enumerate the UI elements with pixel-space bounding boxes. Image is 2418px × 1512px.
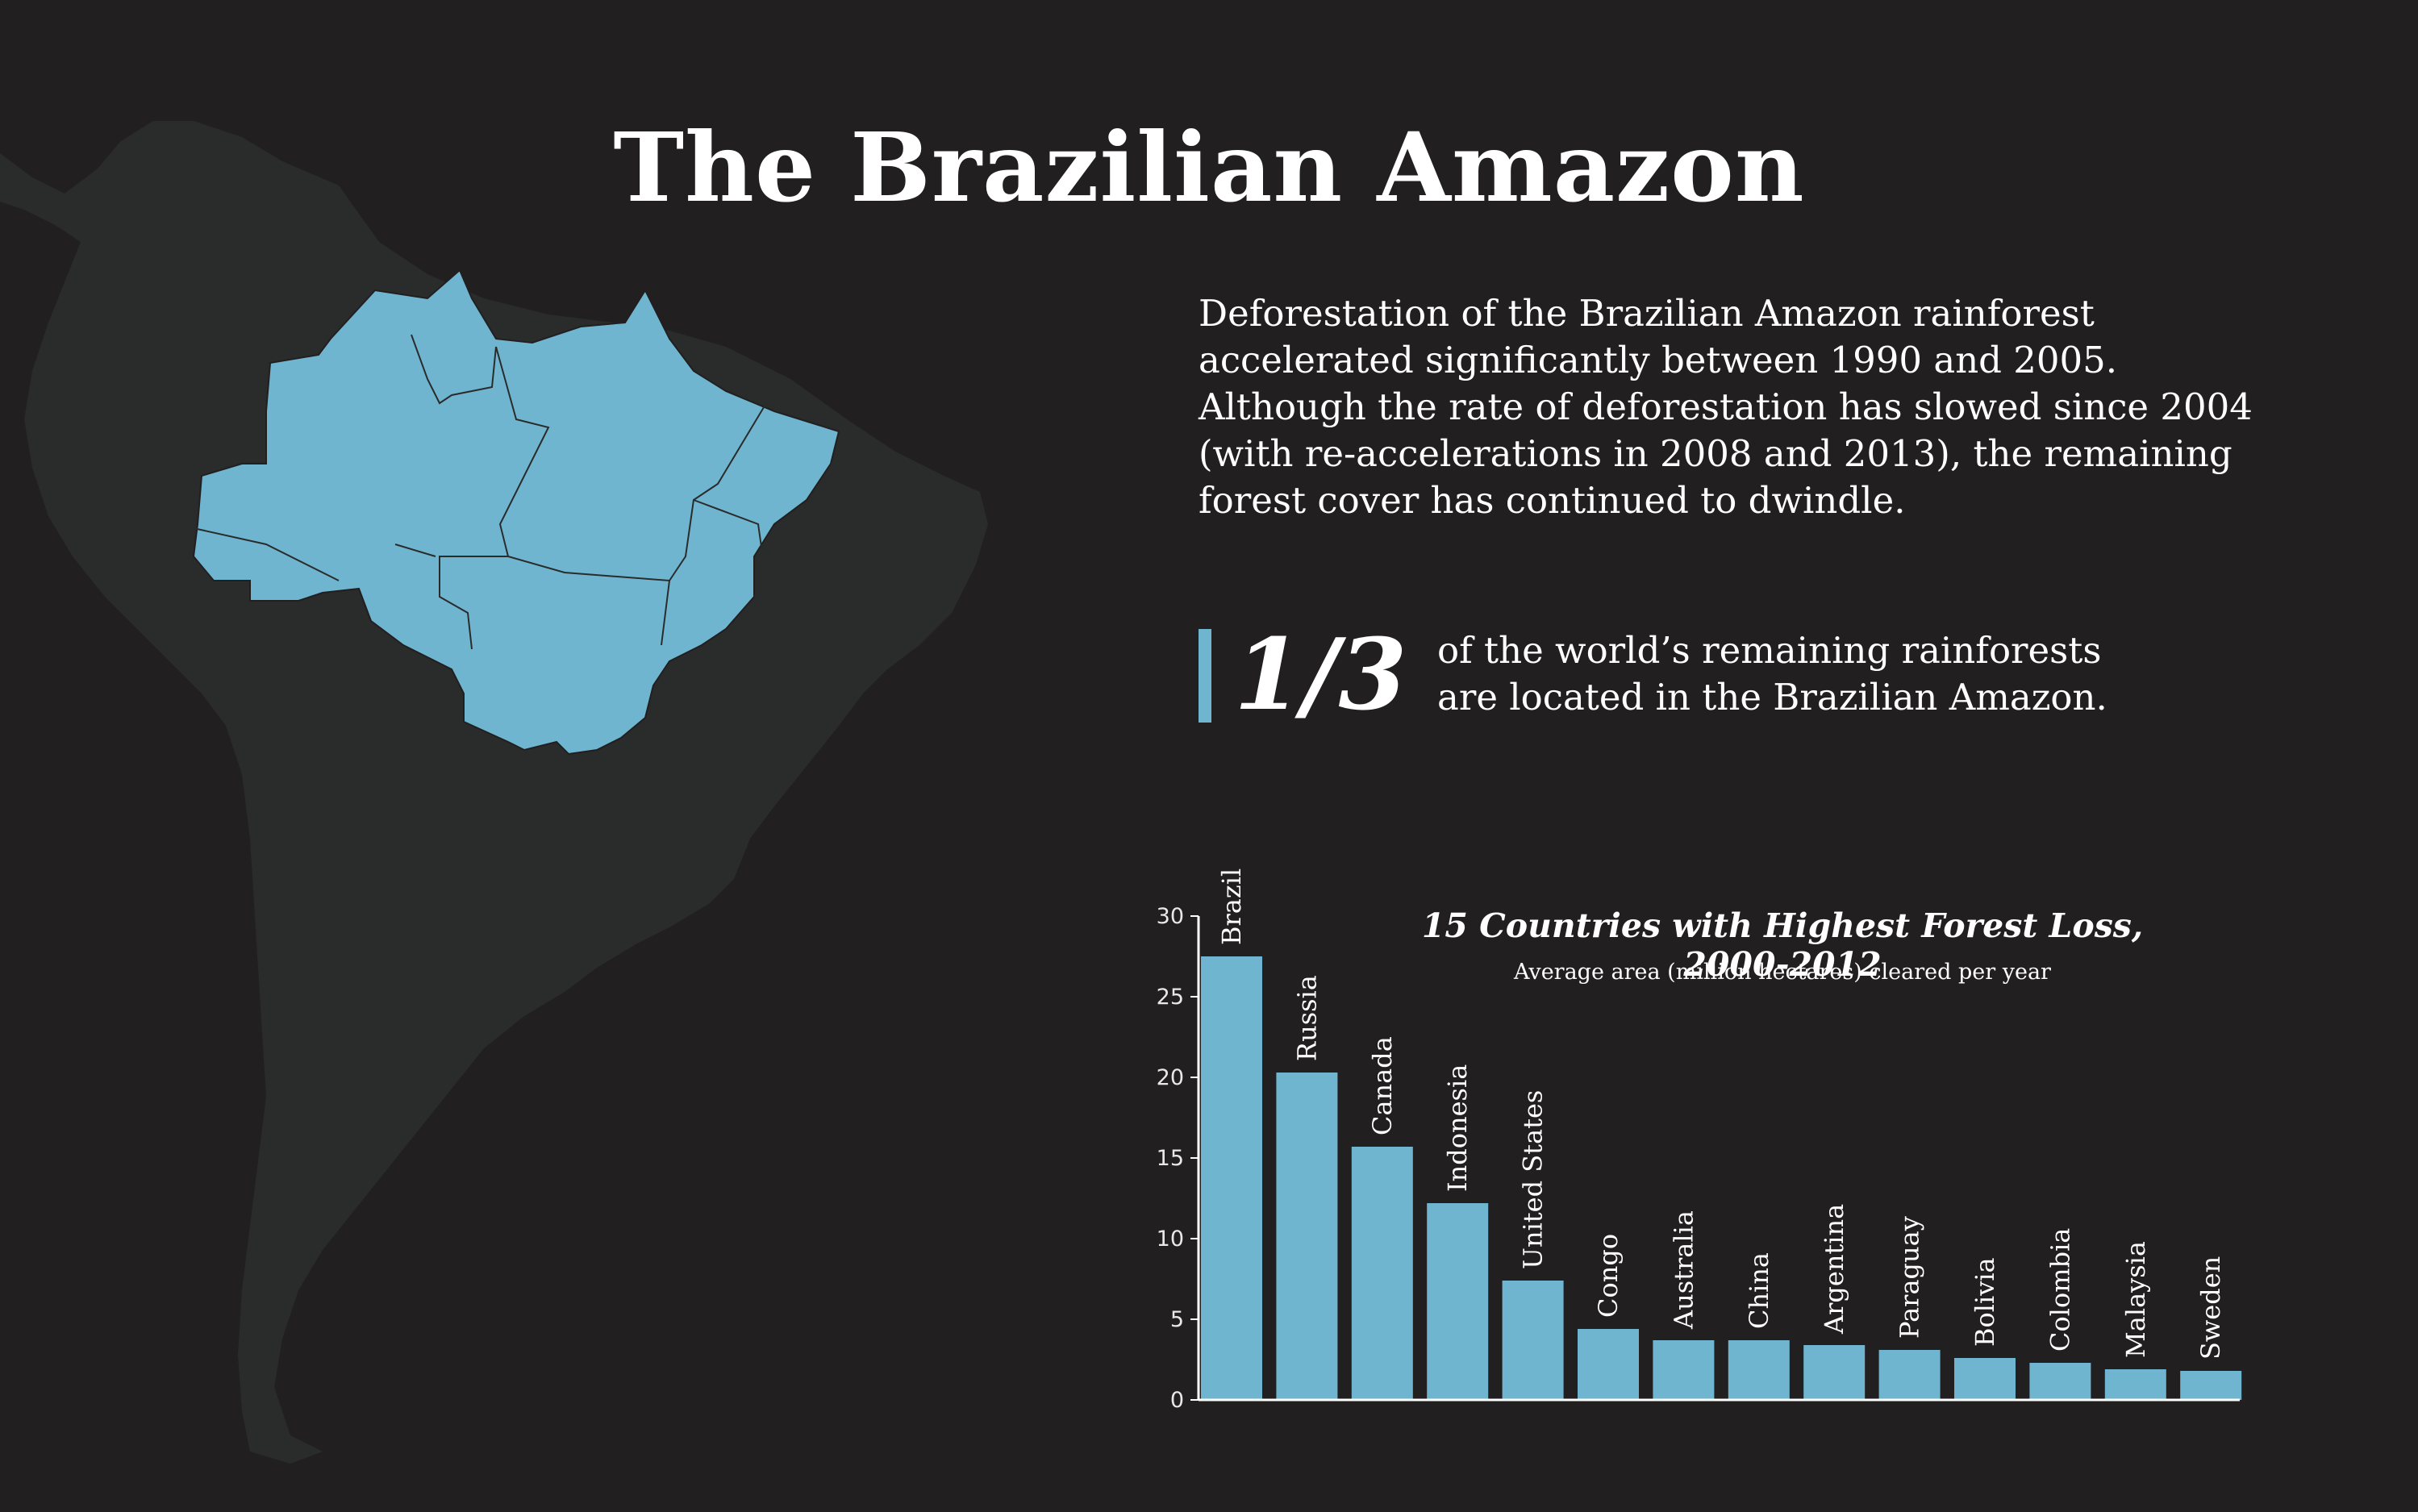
bar-malaysia <box>2104 1369 2166 1400</box>
stat-accent-bar <box>1199 629 1211 723</box>
stat-text-line-2: are located in the Brazilian Amazon. <box>1437 676 2107 719</box>
bars <box>1201 956 2242 1400</box>
category-label: Sweden <box>2195 1256 2226 1360</box>
category-label: Colombia <box>2045 1228 2075 1352</box>
stat-text: of the world’s remaining rainforests are… <box>1437 627 2163 721</box>
bar-congo <box>1578 1329 1639 1400</box>
stat-value: 1/3 <box>1234 616 1407 732</box>
category-label: Bolivia <box>1970 1257 2000 1347</box>
bar-united-states <box>1502 1281 1564 1400</box>
y-tick-label: 20 <box>1157 1065 1184 1090</box>
y-tick-label: 0 <box>1170 1388 1184 1413</box>
bar-paraguay <box>1878 1350 1941 1400</box>
bar-canada <box>1351 1147 1413 1400</box>
bar-bolivia <box>1954 1358 2016 1400</box>
chart-title: 15 Countries with Highest Forest Loss, 2… <box>1421 906 2144 984</box>
amazon-region <box>192 269 840 756</box>
y-tick-label: 15 <box>1157 1146 1184 1171</box>
category-label: Paraguay <box>1895 1216 1925 1339</box>
bar-colombia <box>2029 1363 2091 1400</box>
category-label: Indonesia <box>1442 1064 1473 1192</box>
category-labels: Brazil Russia Canada Indonesia United States… <box>1216 868 2226 1360</box>
bar-argentina <box>1803 1345 1866 1400</box>
category-label: Malaysia <box>2120 1241 2151 1358</box>
y-tick-label: 30 <box>1157 904 1184 929</box>
category-label: United States <box>1518 1090 1549 1269</box>
y-axis: 0 5 10 15 20 25 30 <box>1157 904 2240 1413</box>
state-borders <box>193 334 768 650</box>
category-label: Brazil <box>1216 868 1247 945</box>
page-title: The Brazilian Amazon <box>613 111 1805 223</box>
category-label: Canada <box>1367 1036 1398 1135</box>
y-tick-label: 25 <box>1157 985 1184 1010</box>
category-label: Congo <box>1593 1234 1624 1318</box>
category-label: Argentina <box>1819 1204 1849 1335</box>
bar-russia <box>1276 1073 1338 1400</box>
stat-text-line-1: of the world’s remaining rainforests <box>1437 629 2102 672</box>
category-label: China <box>1744 1252 1774 1329</box>
category-label: Australia <box>1668 1210 1699 1330</box>
bar-brazil <box>1201 956 1262 1400</box>
y-tick-label: 10 <box>1157 1227 1184 1252</box>
bar-indonesia <box>1427 1203 1489 1400</box>
chart-subtitle: Average area (million hectares) cleared … <box>1514 960 2051 985</box>
south-america-map <box>0 121 988 1464</box>
category-label: Russia <box>1291 975 1322 1061</box>
bar-sweden <box>2180 1371 2242 1400</box>
bar-china <box>1728 1340 1790 1400</box>
bar-australia <box>1653 1340 1715 1400</box>
description-paragraph: Deforestation of the Brazilian Amazon ra… <box>1199 292 2253 522</box>
y-tick-label: 5 <box>1170 1307 1184 1332</box>
